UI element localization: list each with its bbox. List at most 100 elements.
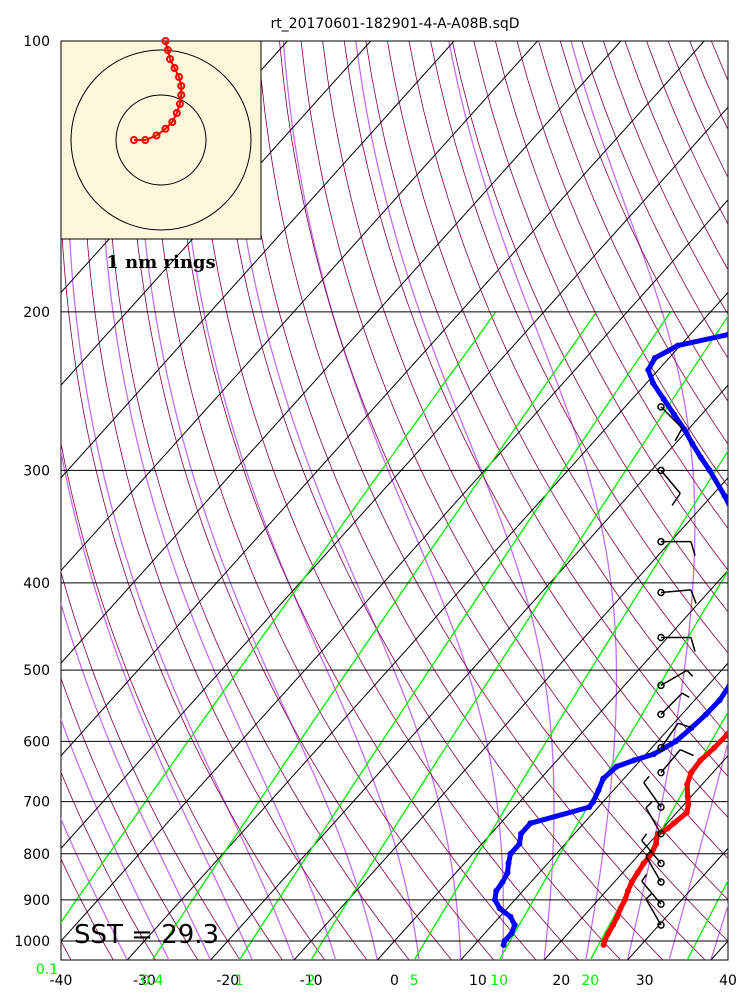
moist-adiabat-line <box>61 817 128 960</box>
moist-adiabat-line <box>61 601 212 960</box>
wind-barb <box>657 403 683 442</box>
wind-barb-staff <box>645 898 662 926</box>
temperature-point <box>684 793 691 799</box>
moist-adiabat-line <box>668 739 728 960</box>
dry-adiabat-line <box>624 41 728 271</box>
hodograph-point <box>152 131 161 140</box>
wind-barb-station <box>657 403 665 411</box>
wind-barb-flag <box>690 541 696 556</box>
dewpoint-point <box>595 787 602 794</box>
mixing-ratio-label: 0.4 <box>141 973 163 989</box>
dewpoint-series <box>491 331 741 948</box>
temperature-tick-label: 40 <box>719 973 737 989</box>
dry-adiabat-line <box>192 41 579 960</box>
dewpoint-point <box>724 331 728 338</box>
dewpoint-point <box>689 440 696 447</box>
wind-barb-staff <box>660 692 683 715</box>
dewpoint-point <box>697 454 704 461</box>
dewpoint-point <box>650 380 657 387</box>
wind-barb-flag <box>690 637 696 652</box>
temperature-tick-label: 10 <box>469 973 487 989</box>
dry-adiabat-line <box>149 41 495 960</box>
temperature-point <box>746 704 750 710</box>
dewpoint-point <box>501 938 508 944</box>
dewpoint-point <box>590 798 597 805</box>
pressure-tick-label: 300 <box>23 463 50 479</box>
dewpoint-point <box>650 751 657 758</box>
wind-barb-flag <box>671 492 681 506</box>
moist-adiabat-line <box>99 41 337 960</box>
pressure-tick-label: 900 <box>23 893 50 909</box>
dry-adiabat-line <box>387 41 728 736</box>
dewpoint-point <box>613 763 620 770</box>
dewpoint-point <box>586 804 593 811</box>
pressure-tick-label: 600 <box>23 734 50 750</box>
hodograph-trace <box>134 41 183 141</box>
wind-barb <box>657 669 694 690</box>
dewpoint-point <box>716 697 723 704</box>
temperature-point <box>634 869 641 876</box>
dewpoint-point <box>735 667 741 673</box>
moist-adiabat-line <box>282 41 505 960</box>
mixing-ratio-line <box>310 315 728 960</box>
isotherm-line <box>61 199 728 942</box>
wind-barb-staff <box>660 469 681 494</box>
wind-barb-station <box>657 744 665 752</box>
temperature-point <box>653 835 660 842</box>
dry-adiabat-line <box>61 676 199 960</box>
wind-barb-staff <box>645 855 662 883</box>
dewpoint-point <box>660 396 667 403</box>
dewpoint-point <box>527 820 534 827</box>
wind-barb-staff <box>660 722 679 749</box>
isotherm-line <box>376 569 728 960</box>
pressure-tick-label: 700 <box>23 795 50 811</box>
dry-adiabat-line <box>733 41 750 960</box>
temperature-point <box>670 820 677 827</box>
isotherm-line <box>210 384 728 960</box>
wind-barb-staff <box>643 782 662 808</box>
wind-barb-half-flag <box>645 892 653 900</box>
dry-adiabat-line <box>279 41 728 942</box>
dewpoint-point <box>645 366 652 373</box>
wind-barb-station <box>657 681 665 690</box>
wind-barbs <box>641 403 697 929</box>
dewpoint-point <box>681 426 688 433</box>
mixing-ratio-label: 10 <box>490 973 508 989</box>
temperature-point <box>601 938 608 944</box>
wind-barb-station <box>657 900 665 908</box>
hodograph-inset <box>60 37 262 240</box>
dry-adiabat-line <box>343 41 728 819</box>
hodograph-ring-label: 1 nm rings <box>106 252 215 273</box>
dry-adiabat-line <box>0 41 29 960</box>
hodograph-point <box>170 64 179 72</box>
dewpoint-point <box>505 860 512 867</box>
wind-barb-staff <box>660 589 691 594</box>
isotherm-line <box>0 41 37 960</box>
hodograph-point <box>172 109 181 117</box>
hodograph-point <box>163 46 172 54</box>
wind-barb <box>641 874 665 908</box>
temperature-point <box>684 781 691 788</box>
wind-barb-half-flag <box>641 833 648 841</box>
temperature-point <box>711 744 718 751</box>
dewpoint-point <box>507 850 514 857</box>
moist-adiabats <box>61 41 728 960</box>
temperature-tick-label: -30 <box>133 973 156 989</box>
temperature-point <box>624 888 631 894</box>
moist-adiabat-line <box>355 41 555 960</box>
hodograph-point <box>168 118 177 126</box>
mixing-ratio-label: 2 <box>307 973 316 989</box>
temperature-point <box>688 769 695 776</box>
wind-barb-station <box>657 466 665 475</box>
wind-barb-station <box>657 921 665 929</box>
pressure-tick-label: 100 <box>23 34 50 50</box>
dewpoint-point <box>600 775 607 782</box>
mixing-ratio-label: 1 <box>235 973 244 989</box>
wind-barb-flag <box>690 589 697 604</box>
dry-adiabat-line <box>365 41 728 777</box>
temperature-point <box>683 809 690 816</box>
isotherm-line <box>61 41 455 479</box>
hodograph-point <box>175 73 183 81</box>
moist-adiabat-line <box>61 448 253 960</box>
dewpoint-point <box>721 492 728 499</box>
